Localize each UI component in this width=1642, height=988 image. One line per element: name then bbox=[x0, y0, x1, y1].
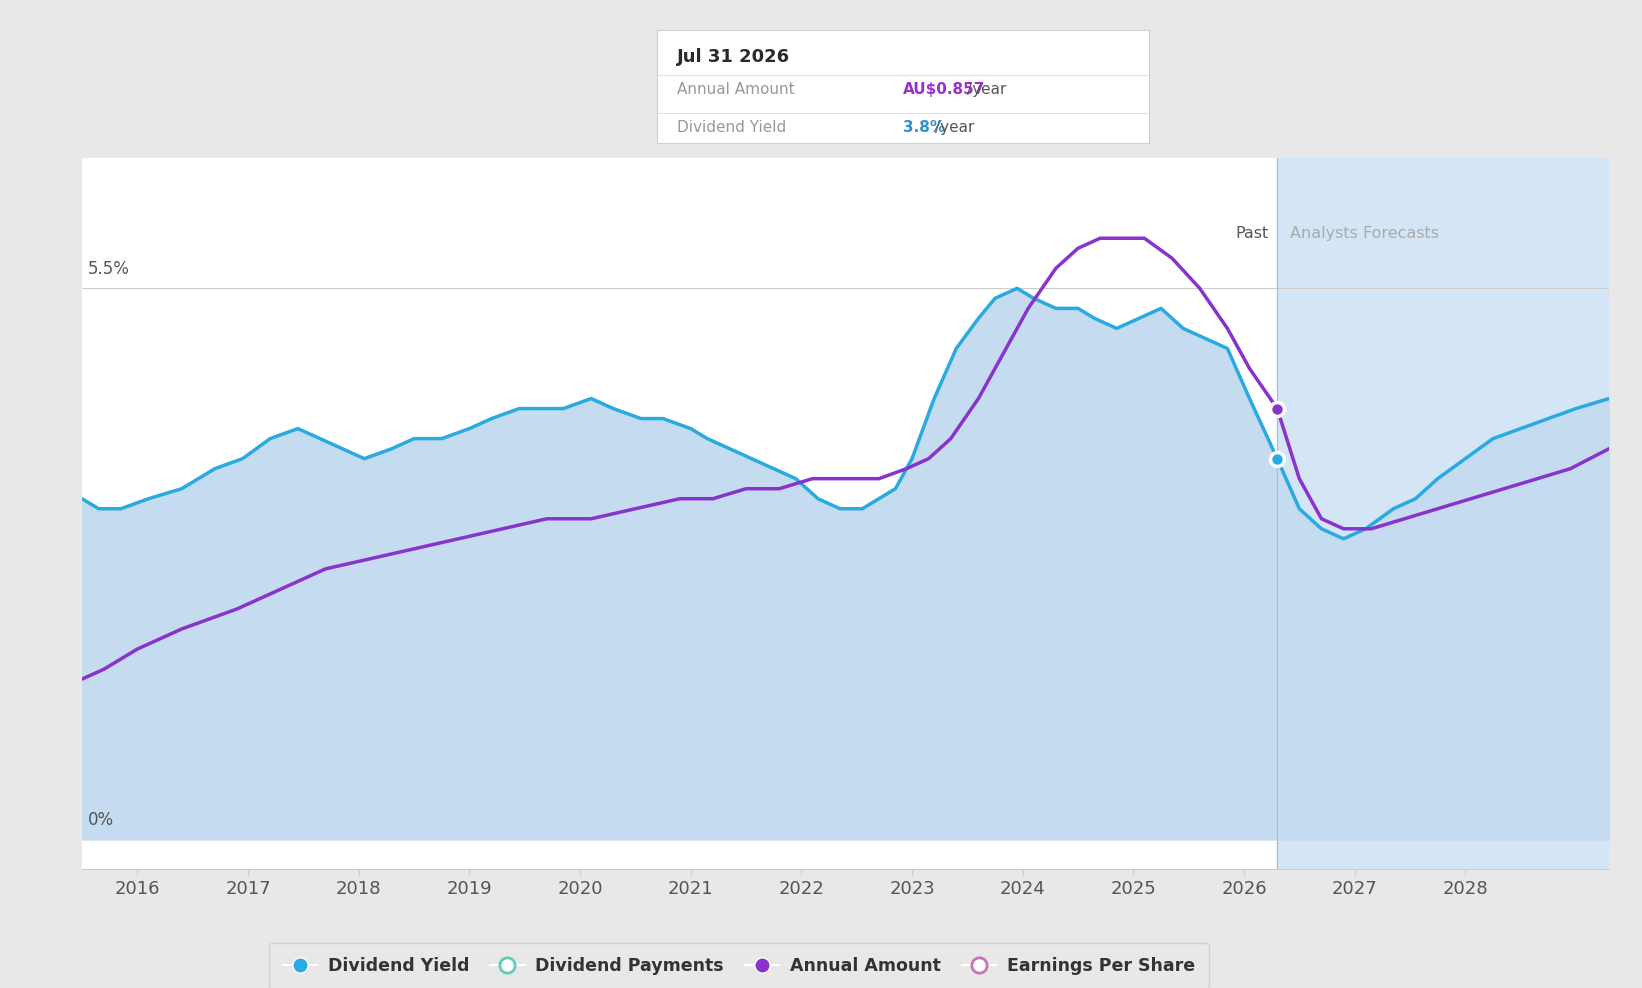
Bar bbox=[1277, 158, 1609, 869]
Text: Past: Past bbox=[1235, 225, 1268, 241]
Text: /year: /year bbox=[967, 82, 1007, 98]
Text: 5.5%: 5.5% bbox=[87, 260, 130, 279]
Text: /year: /year bbox=[936, 120, 974, 134]
Text: Jul 31 2026: Jul 31 2026 bbox=[677, 47, 790, 66]
Text: Annual Amount: Annual Amount bbox=[677, 82, 795, 98]
Text: AU$0.857: AU$0.857 bbox=[903, 82, 985, 98]
Text: Dividend Yield: Dividend Yield bbox=[677, 120, 787, 134]
Text: Analysts Forecasts: Analysts Forecasts bbox=[1291, 225, 1440, 241]
Legend: Dividend Yield, Dividend Payments, Annual Amount, Earnings Per Share: Dividend Yield, Dividend Payments, Annua… bbox=[269, 943, 1209, 988]
Text: 3.8%: 3.8% bbox=[903, 120, 946, 134]
Text: 0%: 0% bbox=[87, 811, 113, 829]
